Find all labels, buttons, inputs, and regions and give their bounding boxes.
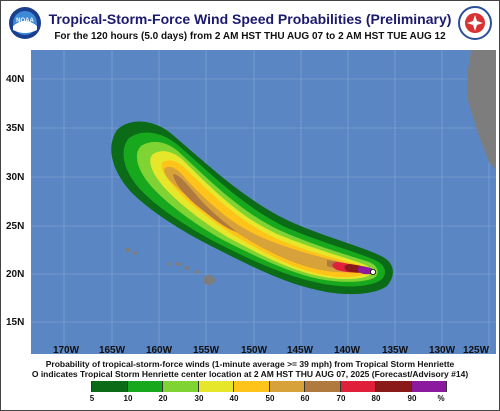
probability-swath-50 xyxy=(164,166,365,273)
longitude-label-145w: 145W xyxy=(286,345,314,356)
legend-label-80: 80 xyxy=(371,394,381,403)
noaa-logo: NOAA xyxy=(9,7,41,39)
longitude-label-130w: 130W xyxy=(428,345,456,356)
legend-swatch-100 xyxy=(411,381,447,392)
legend-swatch-90 xyxy=(376,381,412,392)
footer-probability-description: Probability of tropical-storm-force wind… xyxy=(45,359,455,369)
latitude-label-15n: 15N xyxy=(6,317,25,328)
forecast-period-subtitle: For the 120 hours (5.0 days) from 2 AM H… xyxy=(54,31,446,42)
legend-label-20: 20 xyxy=(158,394,168,403)
longitude-label-170w: 170W xyxy=(52,345,80,356)
legend-label-10: 10 xyxy=(123,394,133,403)
latitude-label-35n: 35N xyxy=(6,123,25,134)
svg-text:NOAA: NOAA xyxy=(16,18,34,24)
longitude-label-160w: 160W xyxy=(145,345,173,356)
longitude-label-150w: 150W xyxy=(240,345,268,356)
legend-label-70: 70 xyxy=(336,394,346,403)
legend-label-40: 40 xyxy=(229,394,239,403)
probability-map xyxy=(31,50,496,354)
latitude-label-30n: 30N xyxy=(6,172,25,183)
legend-swatch-5 xyxy=(57,381,93,392)
legend-swatch-20 xyxy=(127,381,164,392)
latitude-label-25n: 25N xyxy=(6,221,25,232)
longitude-label-140w: 140W xyxy=(333,345,361,356)
legend-label-50: 50 xyxy=(265,394,275,403)
probability-legend xyxy=(57,381,447,392)
footer-storm-center-note: O indicates Tropical Storm Henriette cen… xyxy=(31,369,469,379)
legend-swatch-30 xyxy=(163,381,199,392)
longitude-label-155w: 155W xyxy=(192,345,220,356)
legend-swatch-10 xyxy=(92,381,128,392)
legend-labels: 5 10 20 30 40 50 60 70 80 90 % xyxy=(57,394,447,406)
legend-label-90: 90 xyxy=(407,394,417,403)
legend-label-5: 5 xyxy=(89,394,95,403)
latitude-label-20n: 20N xyxy=(6,269,25,280)
north-america-coast xyxy=(467,50,496,170)
longitude-label-125w: 125W xyxy=(462,345,490,356)
hawaiian-islands xyxy=(125,248,215,285)
longitude-label-165w: 165W xyxy=(98,345,126,356)
page-title: Tropical-Storm-Force Wind Speed Probabil… xyxy=(48,11,452,27)
legend-label-60: 60 xyxy=(300,394,310,403)
legend-swatch-40 xyxy=(198,381,235,392)
legend-label-30: 30 xyxy=(194,394,204,403)
storm-center-marker xyxy=(369,268,376,275)
probability-swath-30 xyxy=(150,151,371,279)
latitude-label-40n: 40N xyxy=(6,74,25,85)
longitude-label-135w: 135W xyxy=(381,345,409,356)
legend-swatch-70 xyxy=(305,381,341,392)
legend-label-percent: % xyxy=(437,394,445,403)
legend-swatch-50 xyxy=(234,381,270,392)
legend-swatch-80 xyxy=(340,381,377,392)
national-weather-service-logo xyxy=(458,6,492,40)
legend-swatch-60 xyxy=(269,381,306,392)
